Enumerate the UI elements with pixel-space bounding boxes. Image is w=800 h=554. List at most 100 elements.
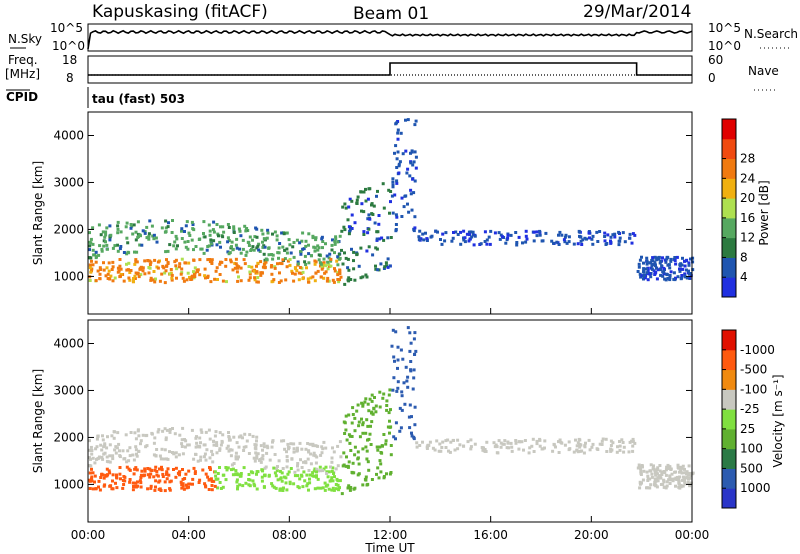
heatmap-cell bbox=[136, 220, 140, 224]
heatmap-cell bbox=[371, 412, 375, 416]
heatmap-cell bbox=[180, 483, 184, 486]
heatmap-cell bbox=[238, 247, 242, 251]
heatmap-cell bbox=[219, 245, 222, 249]
heatmap-cell bbox=[347, 460, 351, 464]
heatmap-cell bbox=[173, 260, 177, 264]
heatmap-cell bbox=[159, 489, 163, 492]
heatmap-cell bbox=[638, 486, 642, 490]
heatmap-cell bbox=[584, 441, 587, 445]
heatmap-cell bbox=[470, 235, 474, 239]
heatmap-cell bbox=[271, 253, 275, 257]
colorbar-tick-label: -25 bbox=[740, 402, 760, 416]
heatmap-cell bbox=[527, 451, 531, 455]
colorbar-segment bbox=[722, 138, 736, 160]
heatmap-cell bbox=[385, 408, 389, 412]
heatmap-cell bbox=[488, 242, 492, 246]
heatmap-cell bbox=[365, 418, 369, 422]
heatmap-cell bbox=[202, 455, 206, 459]
heatmap-cell bbox=[535, 442, 539, 446]
heatmap-cell bbox=[659, 476, 662, 480]
heatmap-cell bbox=[683, 259, 686, 263]
heatmap-cell bbox=[388, 211, 391, 215]
heatmap-cell bbox=[631, 232, 635, 236]
heatmap-cell bbox=[89, 237, 93, 241]
heatmap-cell bbox=[409, 192, 413, 196]
heatmap-cell bbox=[572, 242, 576, 246]
heatmap-cell bbox=[174, 451, 178, 455]
heatmap-cell bbox=[361, 404, 365, 408]
heatmap-cell bbox=[154, 465, 158, 469]
heatmap-cell bbox=[370, 420, 374, 424]
y-tick-label: 2000 bbox=[53, 222, 84, 236]
heatmap-cell bbox=[248, 272, 252, 276]
heatmap-cell bbox=[158, 454, 162, 458]
y-tick-label: 1000 bbox=[53, 269, 84, 283]
heatmap-cell bbox=[485, 440, 489, 444]
heatmap-cell bbox=[399, 426, 403, 430]
heatmap-cell bbox=[184, 224, 188, 228]
heatmap-cell bbox=[143, 230, 147, 234]
heatmap-cell bbox=[233, 261, 237, 265]
heatmap-cell bbox=[637, 262, 641, 266]
heatmap-cell bbox=[93, 461, 97, 465]
heatmap-cell bbox=[380, 451, 384, 455]
heatmap-cell bbox=[169, 268, 173, 271]
heatmap-cell bbox=[259, 460, 263, 464]
heatmap-cell bbox=[192, 258, 196, 262]
heatmap-cell bbox=[580, 449, 584, 453]
heatmap-cell bbox=[370, 410, 374, 414]
heatmap-cell bbox=[303, 260, 307, 264]
heatmap-cell bbox=[235, 237, 239, 241]
heatmap-cell bbox=[316, 469, 320, 473]
heatmap-cell bbox=[115, 486, 119, 490]
heatmap-cell bbox=[258, 250, 262, 253]
heatmap-cell bbox=[288, 263, 292, 267]
heatmap-cell bbox=[651, 263, 654, 266]
heatmap-cell bbox=[392, 376, 396, 380]
heatmap-cell bbox=[287, 238, 291, 242]
heatmap-cell bbox=[183, 240, 187, 244]
heatmap-cell bbox=[126, 250, 130, 254]
heatmap-cell bbox=[230, 245, 233, 249]
heatmap-cell bbox=[153, 280, 157, 284]
heatmap-cell bbox=[311, 471, 315, 475]
heatmap-cell bbox=[314, 236, 318, 240]
heatmap-cell bbox=[382, 238, 386, 242]
heatmap-cell bbox=[683, 264, 687, 268]
heatmap-cell bbox=[655, 258, 659, 262]
heatmap-cell bbox=[351, 406, 355, 410]
heatmap-cell bbox=[123, 479, 127, 483]
heatmap-cell bbox=[126, 268, 130, 272]
heatmap-cell bbox=[214, 474, 218, 478]
heatmap-cell bbox=[292, 450, 296, 454]
heatmap-cell bbox=[396, 150, 400, 154]
heatmap-cell bbox=[343, 251, 346, 255]
heatmap-cell bbox=[227, 435, 231, 438]
heatmap-cell bbox=[368, 397, 372, 401]
heatmap-cell bbox=[165, 472, 169, 476]
heatmap-cell bbox=[133, 274, 137, 278]
heatmap-cell bbox=[653, 273, 657, 276]
heatmap-cell bbox=[128, 478, 132, 481]
heatmap-cell bbox=[280, 439, 284, 443]
heatmap-cell bbox=[664, 473, 668, 477]
heatmap-cell bbox=[204, 430, 208, 434]
heatmap-cell bbox=[472, 243, 476, 247]
heatmap-cell bbox=[247, 478, 251, 481]
heatmap-cell bbox=[376, 268, 380, 272]
heatmap-cell bbox=[659, 268, 662, 272]
heatmap-cell bbox=[668, 474, 672, 478]
heatmap-cell bbox=[230, 240, 234, 244]
heatmap-cell bbox=[650, 475, 654, 479]
heatmap-cell bbox=[514, 231, 518, 234]
heatmap-cell bbox=[400, 390, 404, 394]
heatmap-cell bbox=[563, 443, 567, 447]
nave-tick-top: 60 bbox=[708, 53, 723, 67]
heatmap-cell bbox=[677, 482, 681, 486]
heatmap-cell bbox=[151, 278, 155, 282]
heatmap-cell bbox=[98, 266, 102, 270]
heatmap-cell bbox=[139, 442, 142, 446]
heatmap-cell bbox=[210, 479, 214, 483]
heatmap-cell bbox=[105, 459, 109, 463]
heatmap-cell bbox=[230, 448, 234, 452]
